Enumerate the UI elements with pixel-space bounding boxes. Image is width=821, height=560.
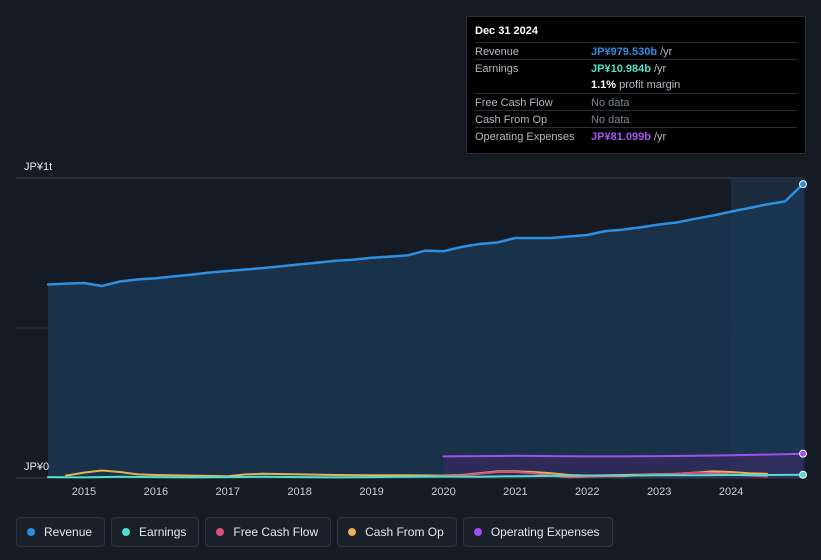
tooltip-row-earnings: Earnings JP¥10.984b /yr — [475, 59, 797, 77]
revenue-line — [46, 182, 805, 288]
tooltip-value: No data — [591, 114, 630, 126]
x-tick-label: 2022 — [575, 486, 599, 498]
cash-from-op-dot-icon — [348, 528, 357, 536]
earnings-line — [47, 473, 804, 479]
operating-expenses-line — [442, 452, 804, 458]
tooltip-label: Cash From Op — [475, 114, 548, 126]
x-tick-label: 2015 — [72, 486, 96, 498]
x-tick-label: 2018 — [287, 486, 311, 498]
tooltip-profit-margin: 1.1% profit margin — [591, 79, 681, 91]
revenue-end-marker — [799, 180, 807, 189]
tooltip-label: Free Cash Flow — [475, 97, 553, 109]
legend-item-cash-from-op[interactable]: Cash From Op — [337, 517, 457, 547]
x-tick-label: 2016 — [144, 486, 168, 498]
legend-label: Revenue — [44, 525, 93, 539]
legend-label: Cash From Op — [365, 525, 444, 539]
revenue-dot-icon — [27, 528, 35, 536]
free-cash-flow-dot-icon — [216, 528, 225, 536]
x-tick-label: 2020 — [431, 486, 455, 498]
legend-label: Free Cash Flow — [233, 525, 319, 539]
tooltip-row-fcf: Free Cash Flow No data — [475, 93, 797, 111]
operating-expenses-end-marker — [799, 449, 807, 458]
legend-label: Earnings — [139, 525, 187, 539]
tooltip-row-cfo: Cash From Op No data — [475, 110, 797, 128]
legend-item-free-cash-flow[interactable]: Free Cash Flow — [205, 517, 332, 547]
operating-expenses-dot-icon — [473, 528, 482, 536]
tooltip: Dec 31 2024 Revenue JP¥979.530b /yr Earn… — [466, 16, 806, 154]
legend-item-operating-expenses[interactable]: Operating Expenses — [462, 517, 613, 547]
y-axis-top-label: JP¥1t — [24, 161, 52, 173]
y-axis-bottom-label: JP¥0 — [24, 461, 49, 473]
tooltip-label: Earnings — [475, 63, 519, 75]
series-layer — [46, 180, 807, 479]
x-axis-ticks: 2015 2016 2017 2018 2019 2020 2021 2022 2023 2024 — [72, 486, 744, 498]
tooltip-row-margin: 1.1% profit margin — [475, 76, 797, 93]
legend-item-revenue[interactable]: Revenue — [16, 517, 106, 547]
tooltip-date: Dec 31 2024 — [475, 25, 538, 37]
legend: Revenue Earnings Free Cash Flow Cash Fro… — [16, 517, 613, 549]
legend-item-earnings[interactable]: Earnings — [111, 517, 200, 547]
revenue-area — [48, 184, 803, 478]
tooltip-label: Operating Expenses — [475, 131, 575, 143]
chart-area: 2015 2016 2017 2018 2019 2020 2021 2022 2023 2024… — [16, 161, 807, 498]
legend-label: Operating Expenses — [490, 525, 600, 539]
x-tick-label: 2021 — [503, 486, 527, 498]
tooltip-label: Revenue — [475, 46, 520, 58]
earnings-dot-icon — [122, 528, 131, 536]
x-tick-label: 2019 — [359, 486, 383, 498]
tooltip-value: JP¥81.099b /yr — [591, 131, 667, 143]
tooltip-value: No data — [591, 97, 630, 109]
tooltip-row-opex: Operating Expenses JP¥81.099b /yr — [475, 127, 797, 145]
tooltip-row-revenue: Revenue JP¥979.530b /yr — [475, 42, 797, 60]
x-tick-label: 2024 — [719, 486, 743, 498]
x-tick-label: 2023 — [647, 486, 671, 498]
earnings-end-marker — [799, 470, 807, 479]
tooltip-value: JP¥10.984b /yr — [591, 63, 667, 75]
x-tick-label: 2017 — [216, 486, 240, 498]
tooltip-value: JP¥979.530b /yr — [591, 46, 673, 58]
